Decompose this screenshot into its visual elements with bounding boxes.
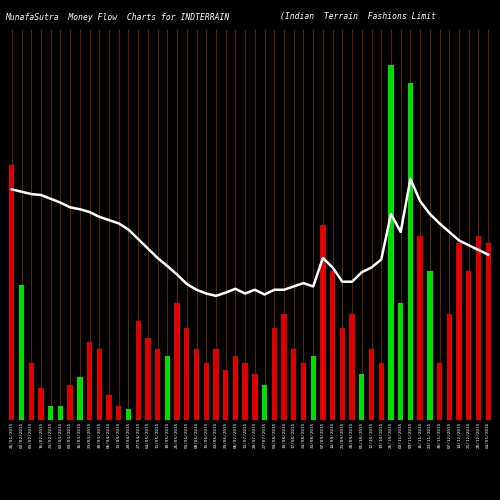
Bar: [282, 314, 286, 420]
Bar: [58, 406, 63, 420]
Bar: [194, 349, 199, 420]
Bar: [359, 374, 364, 420]
Bar: [320, 225, 326, 420]
Bar: [214, 349, 218, 420]
Bar: [9, 164, 15, 420]
Bar: [272, 328, 277, 420]
Bar: [96, 349, 102, 420]
Bar: [310, 356, 316, 420]
Bar: [106, 395, 112, 420]
Bar: [136, 320, 141, 420]
Text: (Indian  Terrain  Fashions Limit: (Indian Terrain Fashions Limit: [280, 12, 436, 22]
Bar: [68, 384, 73, 420]
Bar: [184, 328, 190, 420]
Bar: [116, 406, 121, 420]
Bar: [223, 370, 228, 420]
Bar: [437, 364, 442, 420]
Bar: [262, 384, 268, 420]
Bar: [38, 388, 44, 420]
Bar: [291, 349, 296, 420]
Bar: [87, 342, 92, 420]
Text: MunafaSutra  Money Flow  Charts for INDTERRAIN: MunafaSutra Money Flow Charts for INDTER…: [5, 12, 229, 22]
Bar: [456, 242, 462, 420]
Bar: [388, 66, 394, 420]
Bar: [486, 242, 491, 420]
Bar: [350, 314, 355, 420]
Bar: [232, 356, 238, 420]
Bar: [145, 338, 150, 420]
Bar: [378, 364, 384, 420]
Bar: [301, 364, 306, 420]
Bar: [427, 271, 432, 420]
Bar: [48, 406, 54, 420]
Bar: [28, 364, 34, 420]
Bar: [77, 378, 82, 420]
Bar: [418, 236, 423, 420]
Bar: [398, 303, 404, 420]
Bar: [446, 314, 452, 420]
Bar: [369, 349, 374, 420]
Bar: [174, 303, 180, 420]
Bar: [126, 410, 131, 420]
Bar: [19, 286, 24, 420]
Bar: [476, 236, 481, 420]
Bar: [466, 271, 471, 420]
Bar: [155, 349, 160, 420]
Bar: [164, 356, 170, 420]
Bar: [204, 364, 209, 420]
Bar: [242, 364, 248, 420]
Bar: [330, 271, 336, 420]
Bar: [408, 83, 413, 420]
Bar: [252, 374, 258, 420]
Bar: [340, 328, 345, 420]
